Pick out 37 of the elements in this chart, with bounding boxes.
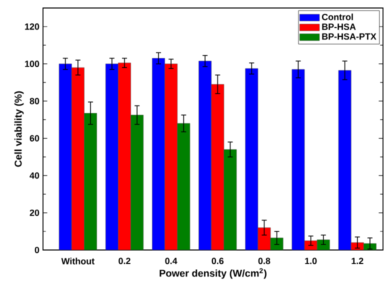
bar <box>364 243 376 250</box>
y-axis-title: Cell viability (%) <box>14 91 24 167</box>
bar <box>71 67 84 250</box>
x-tick-label: 0.4 <box>165 258 178 264</box>
bar <box>105 64 118 250</box>
x-tick-label: 0.8 <box>258 258 270 264</box>
y-tick-label: 20 <box>30 210 40 216</box>
x-tick-label: 0.6 <box>212 258 224 264</box>
x-tick-label: 0.2 <box>118 258 130 264</box>
legend-label: BP-HSA <box>322 24 356 30</box>
y-tick-label: 120 <box>25 23 40 30</box>
y-tick-label: 0 <box>34 246 40 254</box>
x-axis-title: Power density (W/cm$^{2}$) <box>160 268 266 279</box>
x-tick-label: 1.0 <box>305 258 317 264</box>
bar <box>258 228 271 250</box>
bar <box>84 113 97 250</box>
y-tick-label: 100 <box>25 60 40 68</box>
legend-label: Control <box>322 14 353 20</box>
bar <box>164 64 178 250</box>
bar <box>245 68 258 250</box>
bar <box>118 62 131 250</box>
bar <box>130 114 144 250</box>
legend-label: BP-HSA-PTX <box>322 33 376 40</box>
bar <box>338 70 352 250</box>
x-tick-label: 1.2 <box>352 258 364 264</box>
bar <box>224 149 237 250</box>
bar <box>177 123 190 250</box>
y-tick-label: 80 <box>30 98 40 104</box>
bar <box>350 242 364 250</box>
bar <box>58 64 72 250</box>
y-tick-label: 40 <box>30 172 40 179</box>
bar <box>292 69 305 250</box>
bar <box>211 84 224 250</box>
x-tick-label: Without <box>61 258 94 264</box>
bar <box>198 61 212 250</box>
bar <box>152 58 165 250</box>
y-tick-label: 60 <box>30 135 40 142</box>
